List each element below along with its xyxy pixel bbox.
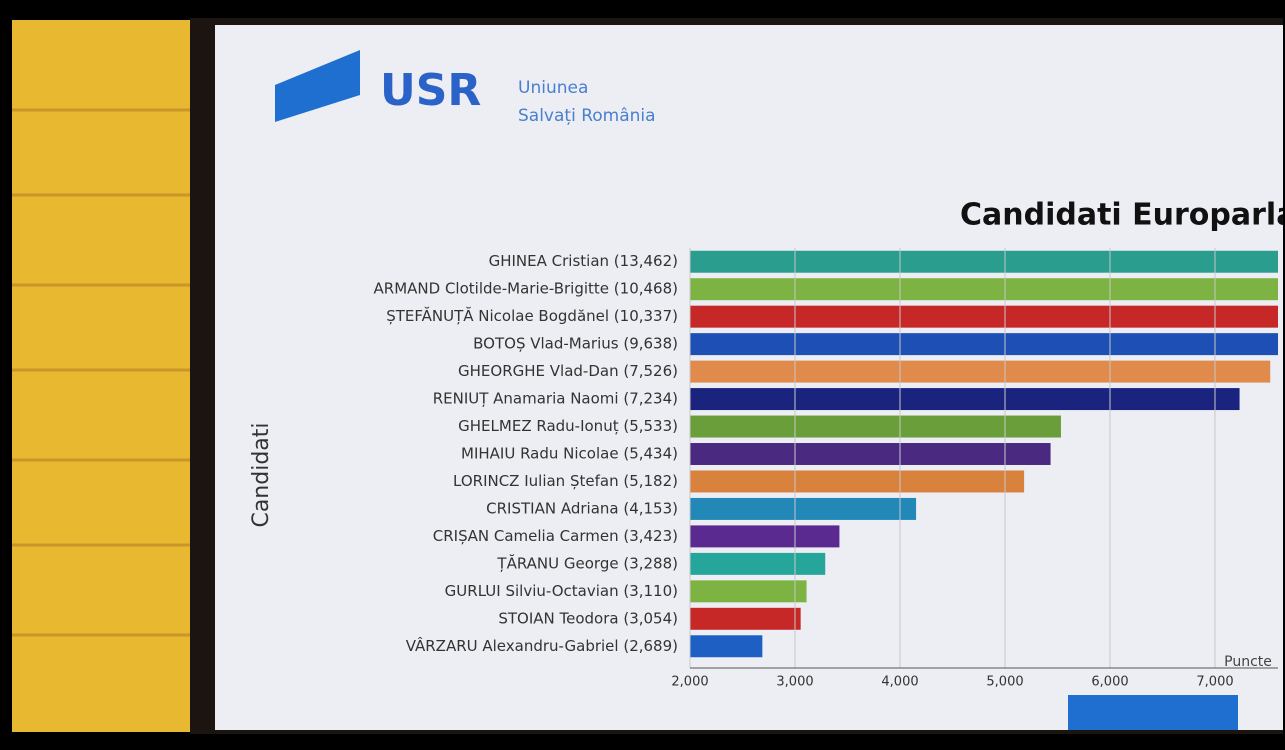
y-tick-label: GHELMEZ Radu-Ionuț (5,533) — [458, 417, 678, 435]
logo-line: Salvați România — [518, 106, 656, 126]
bar — [690, 497, 917, 520]
x-tick-label: 4,000 — [881, 675, 918, 690]
y-tick-label: ARMAND Clotilde-Marie-Brigitte (10,468) — [374, 280, 678, 298]
x-tick-label: 3,000 — [776, 675, 813, 690]
y-tick-label: MIHAIU Radu Nicolae (5,434) — [461, 445, 678, 463]
y-tick-label: ȘTEFĂNUȚĂ Nicolae Bogdănel (10,337) — [386, 306, 678, 325]
y-tick-label: CRIȘAN Camelia Carmen (3,423) — [433, 527, 678, 545]
x-tick-label: 5,000 — [986, 675, 1023, 690]
bar — [690, 525, 840, 548]
screen-content: USR Uniunea Salvați România Candidati Eu… — [249, 50, 1285, 690]
button-edge — [1068, 695, 1238, 730]
bar — [690, 250, 1278, 273]
bar — [690, 415, 1061, 438]
y-tick-label: GURLUI Silviu-Octavian (3,110) — [445, 582, 678, 600]
bar — [690, 470, 1025, 493]
y-tick-label: STOIAN Teodora (3,054) — [498, 609, 678, 627]
y-tick-label: CRISTIAN Adriana (4,153) — [486, 499, 678, 517]
y-tick-label: BOTOȘ Vlad-Marius (9,638) — [473, 335, 678, 353]
bars — [690, 250, 1278, 658]
x-tick-label: 2,000 — [671, 675, 708, 690]
bar — [690, 552, 826, 575]
y-tick-label: LORINCZ Iulian Ștefan (5,182) — [453, 472, 678, 490]
bar — [690, 580, 807, 603]
bar — [690, 360, 1271, 383]
bar — [690, 443, 1051, 465]
x-tick-label: 6,000 — [1091, 675, 1128, 690]
bar — [690, 635, 763, 658]
x-axis-label: Puncte — [1224, 654, 1272, 670]
bar — [690, 388, 1240, 411]
plot: 2,000 3,000 4,000 5,000 6,000 7,000 GHINEA Cri… — [374, 248, 1278, 690]
brick-lines — [12, 108, 200, 637]
x-tick-label: 7,000 — [1196, 675, 1233, 690]
y-tick-label: VÂRZARU Alexandru-Gabriel (2,689) — [406, 636, 678, 655]
y-tick-label: GHINEA Cristian (13,462) — [489, 252, 678, 270]
chart-title: Candidati Europarlan — [960, 198, 1285, 233]
y-tick-label: ȚĂRANU George (3,288) — [496, 553, 678, 572]
bar — [690, 278, 1278, 301]
bar — [690, 305, 1278, 328]
logo-mark: USR — [380, 65, 481, 116]
logo-shape — [275, 50, 360, 122]
bar — [690, 607, 801, 630]
y-tick-label: GHEORGHE Vlad-Dan (7,526) — [458, 362, 678, 380]
bar — [690, 333, 1278, 356]
brick-wall — [12, 20, 202, 732]
y-axis-label: Candidati — [249, 422, 274, 527]
logo-line: Uniunea — [518, 78, 588, 98]
y-tick-label: RENIUȚ Anamaria Naomi (7,234) — [433, 390, 678, 408]
